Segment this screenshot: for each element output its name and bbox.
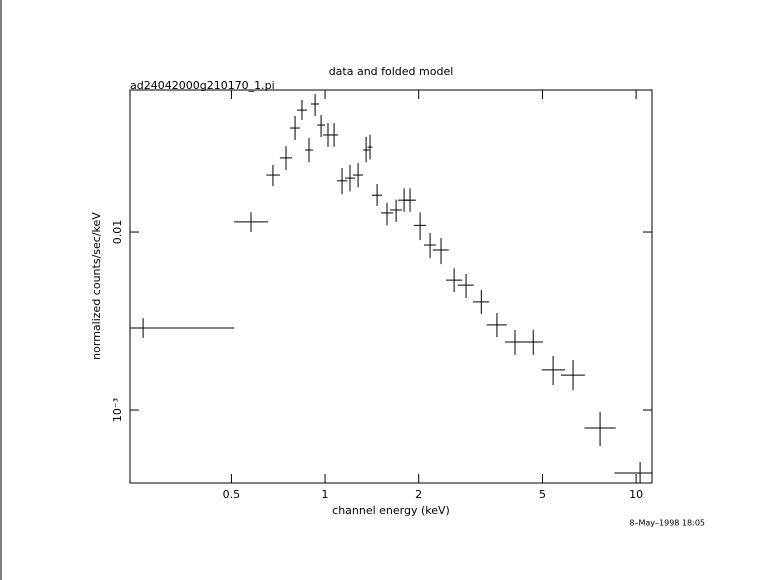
plot-area — [130, 94, 652, 483]
y-axis-label: normalized counts/sec/keV — [90, 212, 103, 360]
x-tick-label: 5 — [539, 488, 546, 501]
x-tick-label: 2 — [415, 488, 422, 501]
x-tick-label: 0.5 — [223, 488, 241, 501]
y-tick-label: 0.01 — [111, 220, 124, 245]
x-tick-label: 1 — [322, 488, 329, 501]
x-axis-label: channel energy (keV) — [332, 504, 450, 517]
y-tick-label: 10⁻³ — [111, 398, 124, 422]
footer-date: 8–May–1998 18:05 — [629, 519, 705, 528]
chart-subtitle: ad24042000g210170_1.pi — [130, 79, 275, 92]
x-tick-label: 10 — [629, 488, 643, 501]
chart-title: data and folded model — [329, 65, 454, 78]
plot-frame — [129, 89, 653, 484]
